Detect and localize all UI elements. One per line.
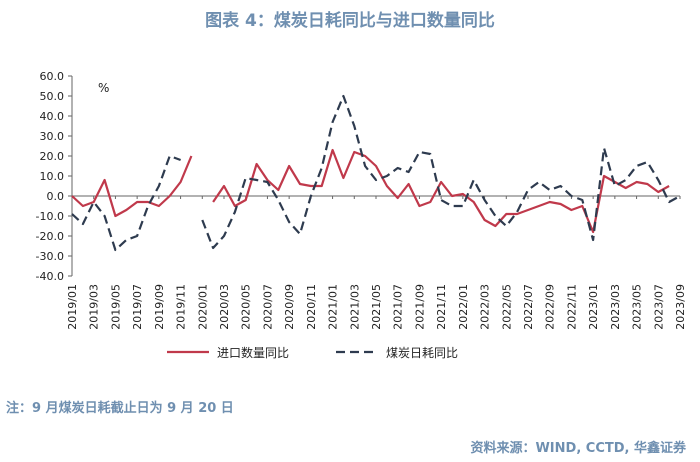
x-tick-label: 2020/11 bbox=[305, 284, 318, 330]
x-tick-label: 2021/07 bbox=[392, 284, 405, 330]
y-tick-label: 50.0 bbox=[40, 90, 65, 103]
x-tick-label: 2022/09 bbox=[544, 284, 557, 330]
data-source: 资料来源：WIND, CCTD, 华鑫证券 bbox=[470, 441, 686, 456]
x-tick-label: 2019/09 bbox=[153, 284, 166, 330]
y-tick-label: 30.0 bbox=[40, 130, 65, 143]
x-tick-label: 2022/01 bbox=[457, 284, 470, 330]
x-tick-label: 2019/01 bbox=[66, 284, 79, 330]
x-tick-label: 2023/03 bbox=[609, 284, 622, 330]
x-tick-label: 2020/09 bbox=[283, 284, 296, 330]
x-tick-label: 2023/01 bbox=[587, 284, 600, 330]
y-tick-label: 20.0 bbox=[40, 150, 65, 163]
chart-title: 图表 4：煤炭日耗同比与进口数量同比 bbox=[205, 11, 495, 31]
x-tick-label: 2019/03 bbox=[88, 284, 101, 330]
y-tick-label: -30.0 bbox=[36, 250, 64, 263]
x-tick-label: 2022/05 bbox=[500, 284, 513, 330]
x-tick-label: 2019/11 bbox=[175, 284, 188, 330]
x-tick-label: 2020/05 bbox=[240, 284, 253, 330]
series-line-coal-daily-consumption-yoy bbox=[71, 94, 681, 252]
x-tick-label: 2022/11 bbox=[565, 284, 578, 330]
x-tick-label: 2020/03 bbox=[218, 284, 231, 330]
x-tick-label: 2021/03 bbox=[348, 284, 361, 330]
y-tick-label: 60.0 bbox=[40, 70, 65, 83]
y-unit-label: % bbox=[98, 81, 109, 95]
x-tick-label: 2023/07 bbox=[652, 284, 665, 330]
x-tick-label: 2020/01 bbox=[196, 284, 209, 330]
legend-label-import-volume-yoy: 进口数量同比 bbox=[217, 345, 289, 360]
x-tick-label: 2019/05 bbox=[109, 284, 122, 330]
series-line-import-volume-yoy bbox=[71, 148, 670, 234]
y-tick-label: 40.0 bbox=[40, 110, 65, 123]
x-tick-label: 2020/07 bbox=[261, 284, 274, 330]
x-tick-label: 2023/05 bbox=[631, 284, 644, 330]
y-tick-label: -20.0 bbox=[36, 230, 64, 243]
x-tick-label: 2021/01 bbox=[327, 284, 340, 330]
y-tick-label: -40.0 bbox=[36, 270, 64, 283]
x-tick-label: 2021/09 bbox=[413, 284, 426, 330]
y-tick-label: -10.0 bbox=[36, 210, 64, 223]
y-tick-label: 0.0 bbox=[47, 190, 65, 203]
legend-label-coal-daily-consumption-yoy: 煤炭日耗同比 bbox=[386, 346, 458, 360]
x-tick-label: 2019/07 bbox=[131, 284, 144, 330]
x-tick-label: 2022/03 bbox=[479, 284, 492, 330]
chart-footnote: 注：9 月煤炭日耗截止日为 9 月 20 日 bbox=[6, 401, 234, 416]
y-tick-label: 10.0 bbox=[40, 170, 65, 183]
x-tick-label: 2022/07 bbox=[522, 284, 535, 330]
x-tick-label: 2021/05 bbox=[370, 284, 383, 330]
x-tick-label: 2023/09 bbox=[674, 284, 687, 330]
x-tick-label: 2021/11 bbox=[435, 284, 448, 330]
